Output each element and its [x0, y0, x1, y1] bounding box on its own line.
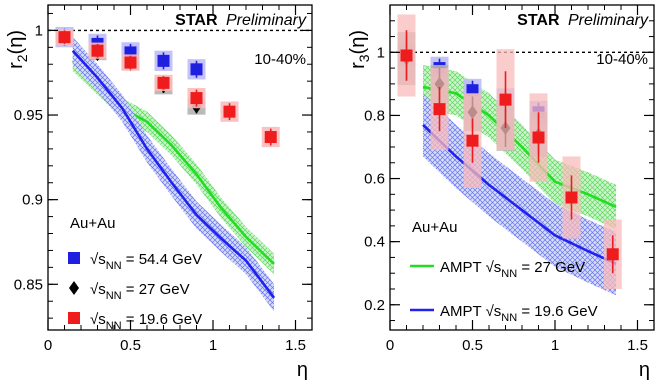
model-curve-0: [422, 85, 617, 209]
legend: AMPT √sNN = 27 GeV AMPT √sNN = 19.6 GeV: [410, 259, 598, 324]
data-point: [562, 156, 581, 239]
square-marker: [606, 248, 619, 261]
legend-label: √sNN = 27 GeV: [90, 281, 190, 302]
legend-label: AMPT √sNN = 19.6 GeV: [440, 303, 598, 324]
data-point: [88, 42, 107, 59]
data-point: [154, 74, 173, 91]
data-point: [154, 50, 173, 72]
legend-entry: √sNN = 54.4 GeV: [68, 251, 202, 272]
banner: STAR Preliminary: [175, 12, 307, 29]
x-tick-label: 0.5: [120, 337, 141, 354]
square-marker: [157, 54, 170, 67]
data-point: [603, 219, 622, 289]
data-points: [397, 14, 622, 289]
data-point: [261, 126, 280, 148]
y-tick-label: 0.8: [364, 107, 385, 124]
centrality-label: 10-40%: [254, 51, 306, 68]
square-marker: [400, 49, 413, 62]
x-tick-label: 1: [551, 337, 559, 354]
data-point: [187, 87, 206, 109]
y-tick-label: 0.6: [364, 171, 385, 188]
data-point: [397, 14, 416, 97]
square-marker: [190, 63, 203, 76]
centrality-label: 10-40%: [596, 51, 648, 68]
square-marker: [124, 56, 137, 69]
legend-entry: √sNN = 27 GeV: [69, 281, 190, 302]
y-axis-label-base: r: [347, 62, 369, 69]
y-tick-label: 1: [377, 44, 385, 61]
legend-label: AMPT √sNN = 27 GeV: [440, 259, 585, 280]
x-axis-label: η: [639, 359, 650, 381]
legend-label: √sNN = 19.6 GeV: [90, 311, 202, 332]
y-tick-label: 0.95: [14, 107, 43, 124]
right-panel-r3: 0 0.5 1 1.5 0.2 0.4 0.6 0.8 1 STAR Preliminary 1…: [347, 4, 655, 381]
y-tick-label: 0.85: [14, 276, 43, 293]
square-marker: [499, 93, 512, 106]
y-tick-label: 0.2: [364, 297, 385, 314]
legend-entry: AMPT √sNN = 27 GeV: [410, 259, 585, 280]
square-marker: [466, 134, 479, 147]
x-tick-label: 0: [386, 337, 394, 354]
x-tick-label: 1: [209, 337, 217, 354]
legend: √sNN = 54.4 GeV √sNN = 27 GeV √sNN = 19.6 …: [68, 251, 202, 332]
square-marker: [264, 131, 277, 144]
left-panel-r2: 0 0.5 1 1.5 0.85 0.9 0.95 1 STAR Preliminary 10…: [5, 4, 313, 381]
x-axis-label: η: [297, 359, 308, 381]
square-marker: [565, 191, 578, 204]
banner-star: STAR: [175, 12, 218, 29]
axis-ticks: 0 0.5 1 1.5 0.85 0.9 0.95 1: [14, 5, 313, 354]
y-axis-label-sub: 2: [14, 54, 30, 62]
data-point: [496, 49, 515, 151]
square-marker: [190, 92, 203, 105]
legend-diamond-marker: [69, 281, 79, 295]
legend-square-marker: [68, 252, 80, 264]
x-tick-label: 0.5: [462, 337, 483, 354]
system-label: Au+Au: [70, 215, 115, 232]
square-marker: [433, 103, 446, 116]
axis-ticks: 0 0.5 1 1.5 0.2 0.4 0.6 0.8 1: [364, 4, 655, 354]
y-axis-label-sub: 3: [356, 54, 372, 62]
data-point: [55, 29, 74, 46]
square-marker: [532, 131, 545, 144]
legend-label: √sNN = 54.4 GeV: [90, 251, 202, 272]
x-tick-label: 1.5: [627, 337, 648, 354]
data-point: [529, 93, 548, 182]
data-point: [187, 59, 206, 80]
y-tick-label: 0.9: [22, 192, 43, 209]
y-axis-label-arg: (η): [5, 30, 27, 54]
x-tick-label: 0: [44, 337, 52, 354]
model-bands: [71, 37, 276, 312]
y-axis-label-arg: (η): [347, 30, 369, 54]
system-label: Au+Au: [412, 219, 457, 236]
model-curve-1: [422, 123, 617, 265]
x-tick-label: 1.5: [285, 337, 306, 354]
banner-preliminary: Preliminary: [568, 12, 649, 29]
data-points: [55, 27, 280, 148]
banner-preliminary: Preliminary: [226, 12, 307, 29]
square-marker: [91, 44, 104, 57]
square-marker: [58, 31, 71, 44]
square-marker: [157, 76, 170, 89]
banner: STAR Preliminary: [517, 12, 649, 29]
square-marker: [223, 105, 236, 118]
model-band-1: [72, 37, 275, 312]
y-tick-label: 1: [35, 22, 43, 39]
y-axis-label: r2(η): [5, 30, 30, 69]
legend-entry: AMPT √sNN = 19.6 GeV: [410, 303, 598, 324]
banner-star: STAR: [517, 12, 560, 29]
y-tick-label: 0.4: [364, 234, 385, 251]
legend-square-marker: [68, 312, 80, 324]
legend-entry: √sNN = 19.6 GeV: [68, 311, 202, 332]
y-axis-label: r3(η): [347, 30, 372, 69]
y-axis-label-base: r: [5, 62, 27, 69]
data-point: [121, 54, 140, 71]
square-marker: [466, 84, 479, 97]
model-curve-1: [71, 49, 276, 299]
data-point: [220, 101, 239, 122]
data-point: [430, 68, 449, 151]
data-point: [463, 93, 482, 189]
